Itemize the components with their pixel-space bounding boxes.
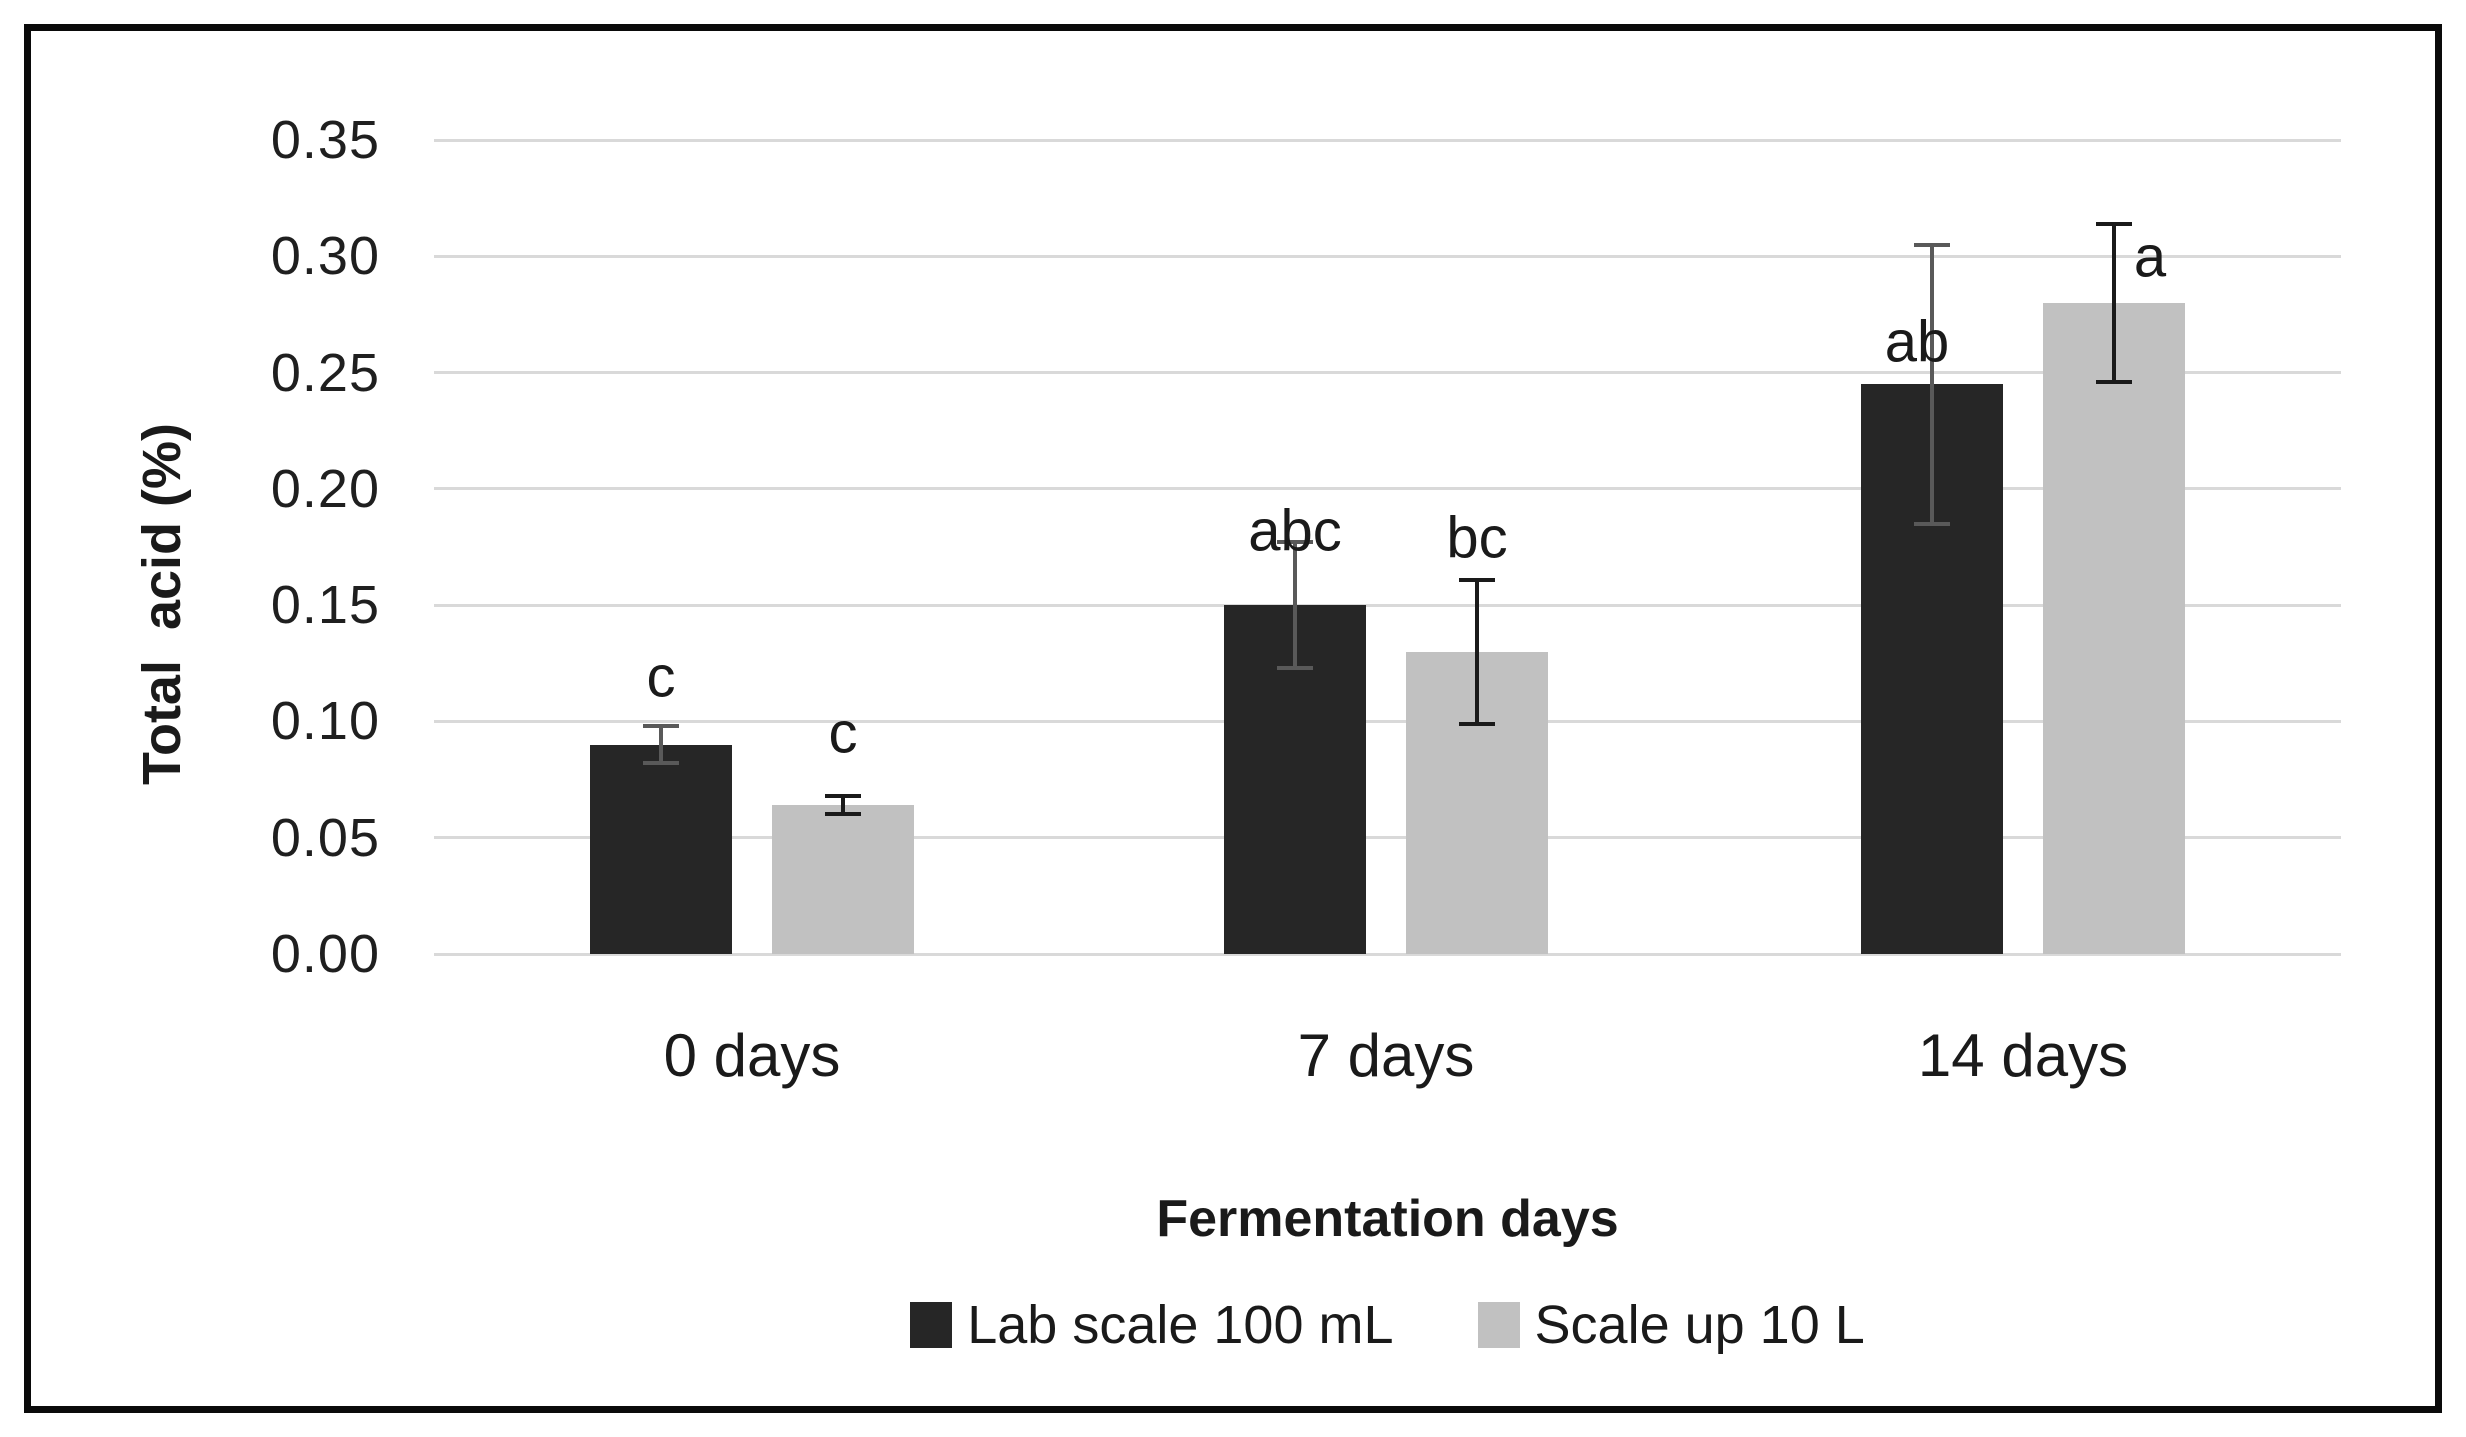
legend-label: Scale up 10 L: [1534, 1295, 1865, 1355]
y-tick-label: 0.25: [270, 342, 380, 403]
error-bar-cap: [643, 724, 679, 729]
y-tick-label: 0.10: [270, 691, 380, 752]
significance-letter: abc: [1248, 498, 1342, 564]
error-bar-cap: [643, 761, 679, 766]
legend-item-lab-scale: Lab scale 100 mL: [910, 1294, 1394, 1356]
gridline: [434, 487, 2341, 491]
error-bar: [1930, 244, 1934, 524]
error-bar-cap: [1277, 540, 1313, 545]
error-bar-cap: [1277, 665, 1313, 670]
error-bar: [2112, 223, 2116, 382]
significance-letter: c: [646, 644, 676, 710]
bar-lab-scale-0-days: [590, 744, 732, 954]
gridline: [434, 138, 2341, 142]
error-bar-cap: [1459, 577, 1495, 582]
significance-letter: c: [828, 700, 858, 766]
y-tick-label: 0.00: [270, 924, 380, 984]
y-tick-label: 0.30: [270, 226, 380, 287]
y-tick-label: 0.15: [270, 575, 380, 636]
significance-letter: a: [2133, 224, 2167, 290]
legend-item-scale-up: Scale up 10 L: [1477, 1294, 1865, 1356]
x-axis-title: Fermentation days: [1156, 1190, 1619, 1248]
error-bar: [659, 726, 663, 764]
bar-scale-up-14-days: [2043, 302, 2185, 954]
gridline: [434, 603, 2341, 607]
x-tick-label: 0 days: [663, 1022, 841, 1089]
error-bar: [1293, 542, 1297, 668]
error-bar-cap: [825, 793, 861, 798]
gridline: [434, 371, 2341, 375]
error-bar-cap: [825, 812, 861, 817]
gridline: [434, 952, 2341, 956]
plot-area: Total acid (%) Fermentation days Lab sca…: [31, 31, 2435, 1406]
error-bar-cap: [2096, 379, 2132, 384]
x-tick-label: 14 days: [1917, 1022, 2129, 1089]
legend: Lab scale 100 mL Scale up 10 L: [434, 1293, 2341, 1357]
gridline: [434, 254, 2341, 258]
error-bar-cap: [1459, 721, 1495, 726]
gridline: [434, 836, 2341, 840]
significance-letter: bc: [1446, 505, 1508, 571]
y-tick-label: 0.20: [270, 458, 380, 519]
chart-frame: Total acid (%) Fermentation days Lab sca…: [24, 24, 2442, 1413]
error-bar-cap: [2096, 221, 2132, 226]
y-tick-label: 0.35: [270, 110, 380, 170]
x-tick-label: 7 days: [1297, 1022, 1475, 1089]
error-bar-cap: [1914, 242, 1950, 247]
error-bar-cap: [1914, 521, 1950, 526]
bar-scale-up-0-days: [772, 805, 914, 954]
y-tick-label: 0.05: [270, 807, 380, 868]
legend-label: Lab scale 100 mL: [967, 1295, 1394, 1355]
error-bar: [1475, 579, 1479, 724]
gridline: [434, 719, 2341, 723]
error-bar: [841, 795, 845, 815]
significance-letter: ab: [1884, 309, 1950, 375]
legend-swatch-icon: [1477, 1302, 1520, 1348]
legend-swatch-icon: [910, 1302, 953, 1348]
